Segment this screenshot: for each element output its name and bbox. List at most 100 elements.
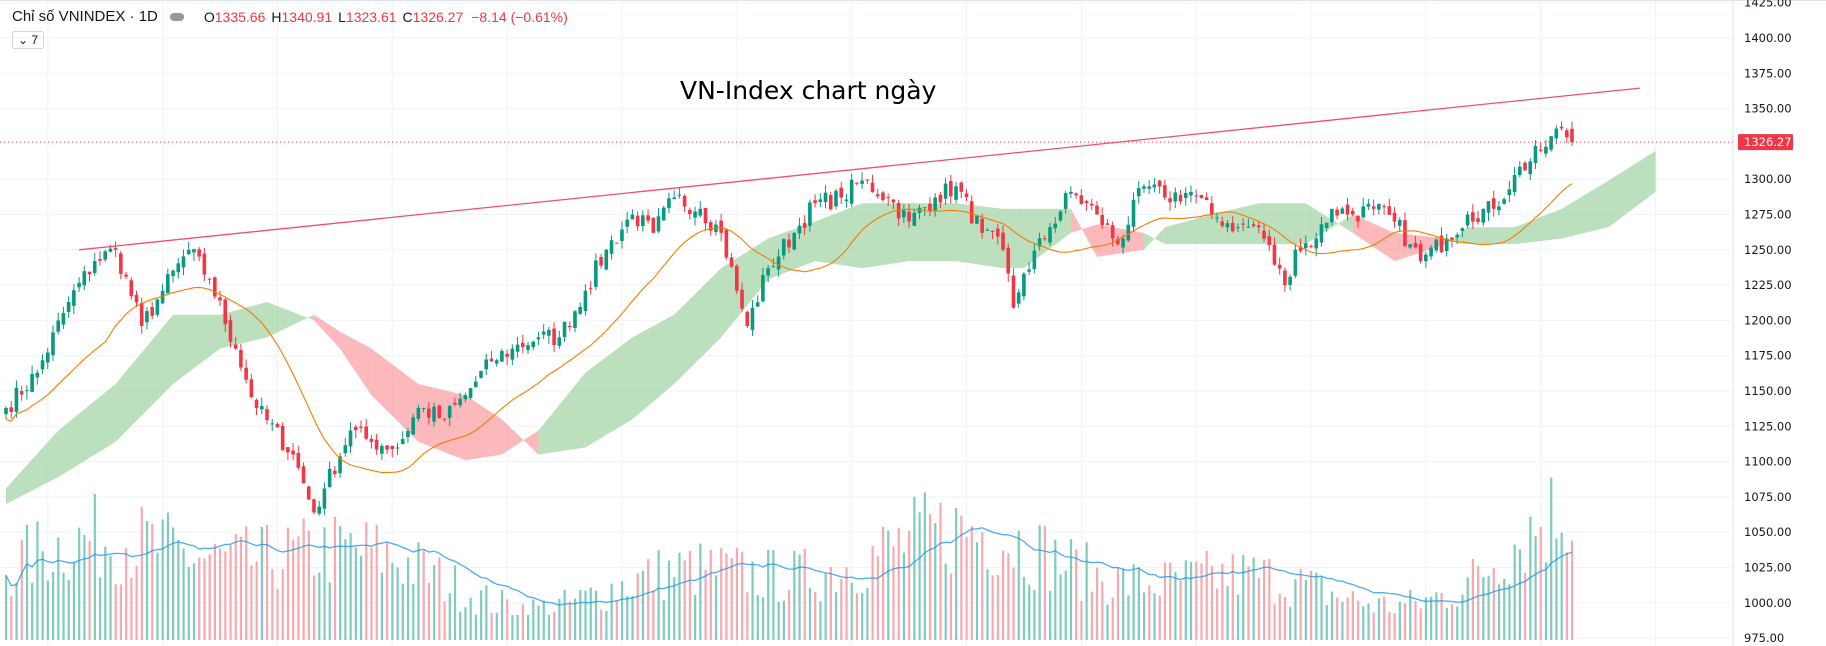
volume-bar: [521, 604, 524, 640]
candle-body: [406, 431, 410, 437]
volume-bar: [417, 542, 420, 640]
volume-bar: [667, 560, 671, 640]
volume-bar: [1419, 608, 1422, 640]
candle-body: [1157, 180, 1162, 187]
volume-bar: [260, 527, 263, 640]
ichimoku-cloud: [501, 419, 539, 455]
last-price-badge: [1738, 134, 1793, 151]
candle-body: [1486, 201, 1491, 213]
volume-bar: [1012, 567, 1015, 640]
volume-bar: [720, 548, 723, 640]
candle-body: [1100, 215, 1104, 226]
candle-body: [1549, 136, 1553, 150]
y-tick-label: 1250.00: [1744, 243, 1792, 257]
volume-bar: [302, 518, 305, 640]
candle-body: [1084, 201, 1089, 204]
volume-bar: [1189, 561, 1193, 640]
candle-body: [1236, 227, 1240, 229]
volume-bar: [699, 543, 702, 640]
candle-body: [635, 215, 640, 227]
ichimoku-cloud: [632, 314, 675, 420]
candle-body: [933, 197, 937, 211]
candle-body: [1314, 238, 1319, 249]
candle-body: [1528, 161, 1533, 175]
candle-body: [510, 348, 515, 360]
hide-icon[interactable]: [169, 12, 184, 21]
volume-bar: [266, 524, 269, 640]
ichimoku-cloud: [1258, 203, 1306, 245]
ichimoku-cloud: [538, 372, 586, 455]
candle-body: [134, 295, 139, 303]
candle-body: [1006, 247, 1011, 274]
volume-bar: [104, 546, 107, 640]
volume-bar: [819, 601, 822, 640]
volume-bar: [714, 575, 718, 640]
candle-body: [1330, 208, 1334, 223]
candle-body: [489, 358, 494, 362]
candle-body: [61, 312, 66, 325]
candle-body: [1293, 249, 1298, 276]
ichimoku-cloud: [1305, 203, 1353, 245]
candle-body: [181, 256, 186, 268]
candle-body: [1095, 205, 1099, 215]
candle-body: [1121, 238, 1125, 248]
candle-body: [1147, 186, 1151, 189]
ichimoku-cloud: [815, 203, 863, 269]
change-value: −8.14 (−0.61%): [471, 8, 568, 25]
y-tick-label: 1150.00: [1744, 384, 1792, 398]
volume-bar: [678, 552, 681, 640]
volume-bar: [1487, 575, 1490, 640]
candle-body: [479, 371, 483, 378]
candle-body: [1131, 199, 1136, 227]
volume-bar: [396, 567, 399, 640]
candle-body: [108, 248, 113, 252]
candle-body: [442, 418, 447, 420]
volume-bar: [328, 582, 331, 640]
indicators-toggle-button[interactable]: ⌄ 7: [12, 31, 45, 49]
volume-bar: [1059, 574, 1062, 640]
volume-bar: [1080, 601, 1083, 640]
volume-bar: [594, 590, 598, 640]
volume-bar: [647, 558, 650, 640]
volume-bar: [344, 539, 347, 640]
volume-bar: [1064, 570, 1067, 640]
candle-body: [1199, 195, 1204, 198]
ichimoku-cloud: [1561, 180, 1609, 239]
volume-bar: [1163, 562, 1167, 640]
candle-body: [609, 240, 614, 254]
candle-body: [557, 337, 562, 346]
volume-bar: [312, 575, 316, 640]
volume-bar: [443, 601, 446, 640]
candle-body: [270, 423, 275, 425]
volume-bar: [464, 607, 467, 640]
y-tick-label: 1175.00: [1744, 349, 1792, 363]
volume-bar: [109, 555, 112, 640]
candle-body: [1455, 234, 1459, 238]
volume-bar: [192, 563, 196, 640]
volume-bar: [1336, 597, 1339, 640]
volume-bar: [866, 587, 869, 640]
volume-bar: [480, 590, 483, 640]
volume-bar: [1148, 585, 1151, 640]
volume-bar: [547, 615, 551, 640]
volume-bar: [996, 575, 999, 640]
candle-body: [1481, 209, 1486, 223]
candle-body: [56, 320, 60, 332]
candle-body: [604, 249, 609, 270]
candle-body: [1069, 191, 1073, 194]
volume-bar: [500, 590, 504, 640]
volume-bar: [1571, 540, 1574, 640]
volume-bar: [1315, 572, 1318, 640]
ichimoku-cloud: [1608, 150, 1656, 228]
volume-bar: [1137, 566, 1140, 640]
symbol-title[interactable]: Chỉ số VNINDEX · 1D: [12, 8, 158, 25]
volume-bar: [130, 577, 133, 640]
candle-body: [651, 217, 656, 233]
candle-body: [1559, 126, 1564, 129]
volume-bar: [908, 530, 911, 640]
candle-body: [1204, 197, 1209, 201]
candle-body: [124, 274, 128, 277]
candle-body: [1178, 195, 1183, 202]
volume-bar: [1007, 552, 1010, 640]
